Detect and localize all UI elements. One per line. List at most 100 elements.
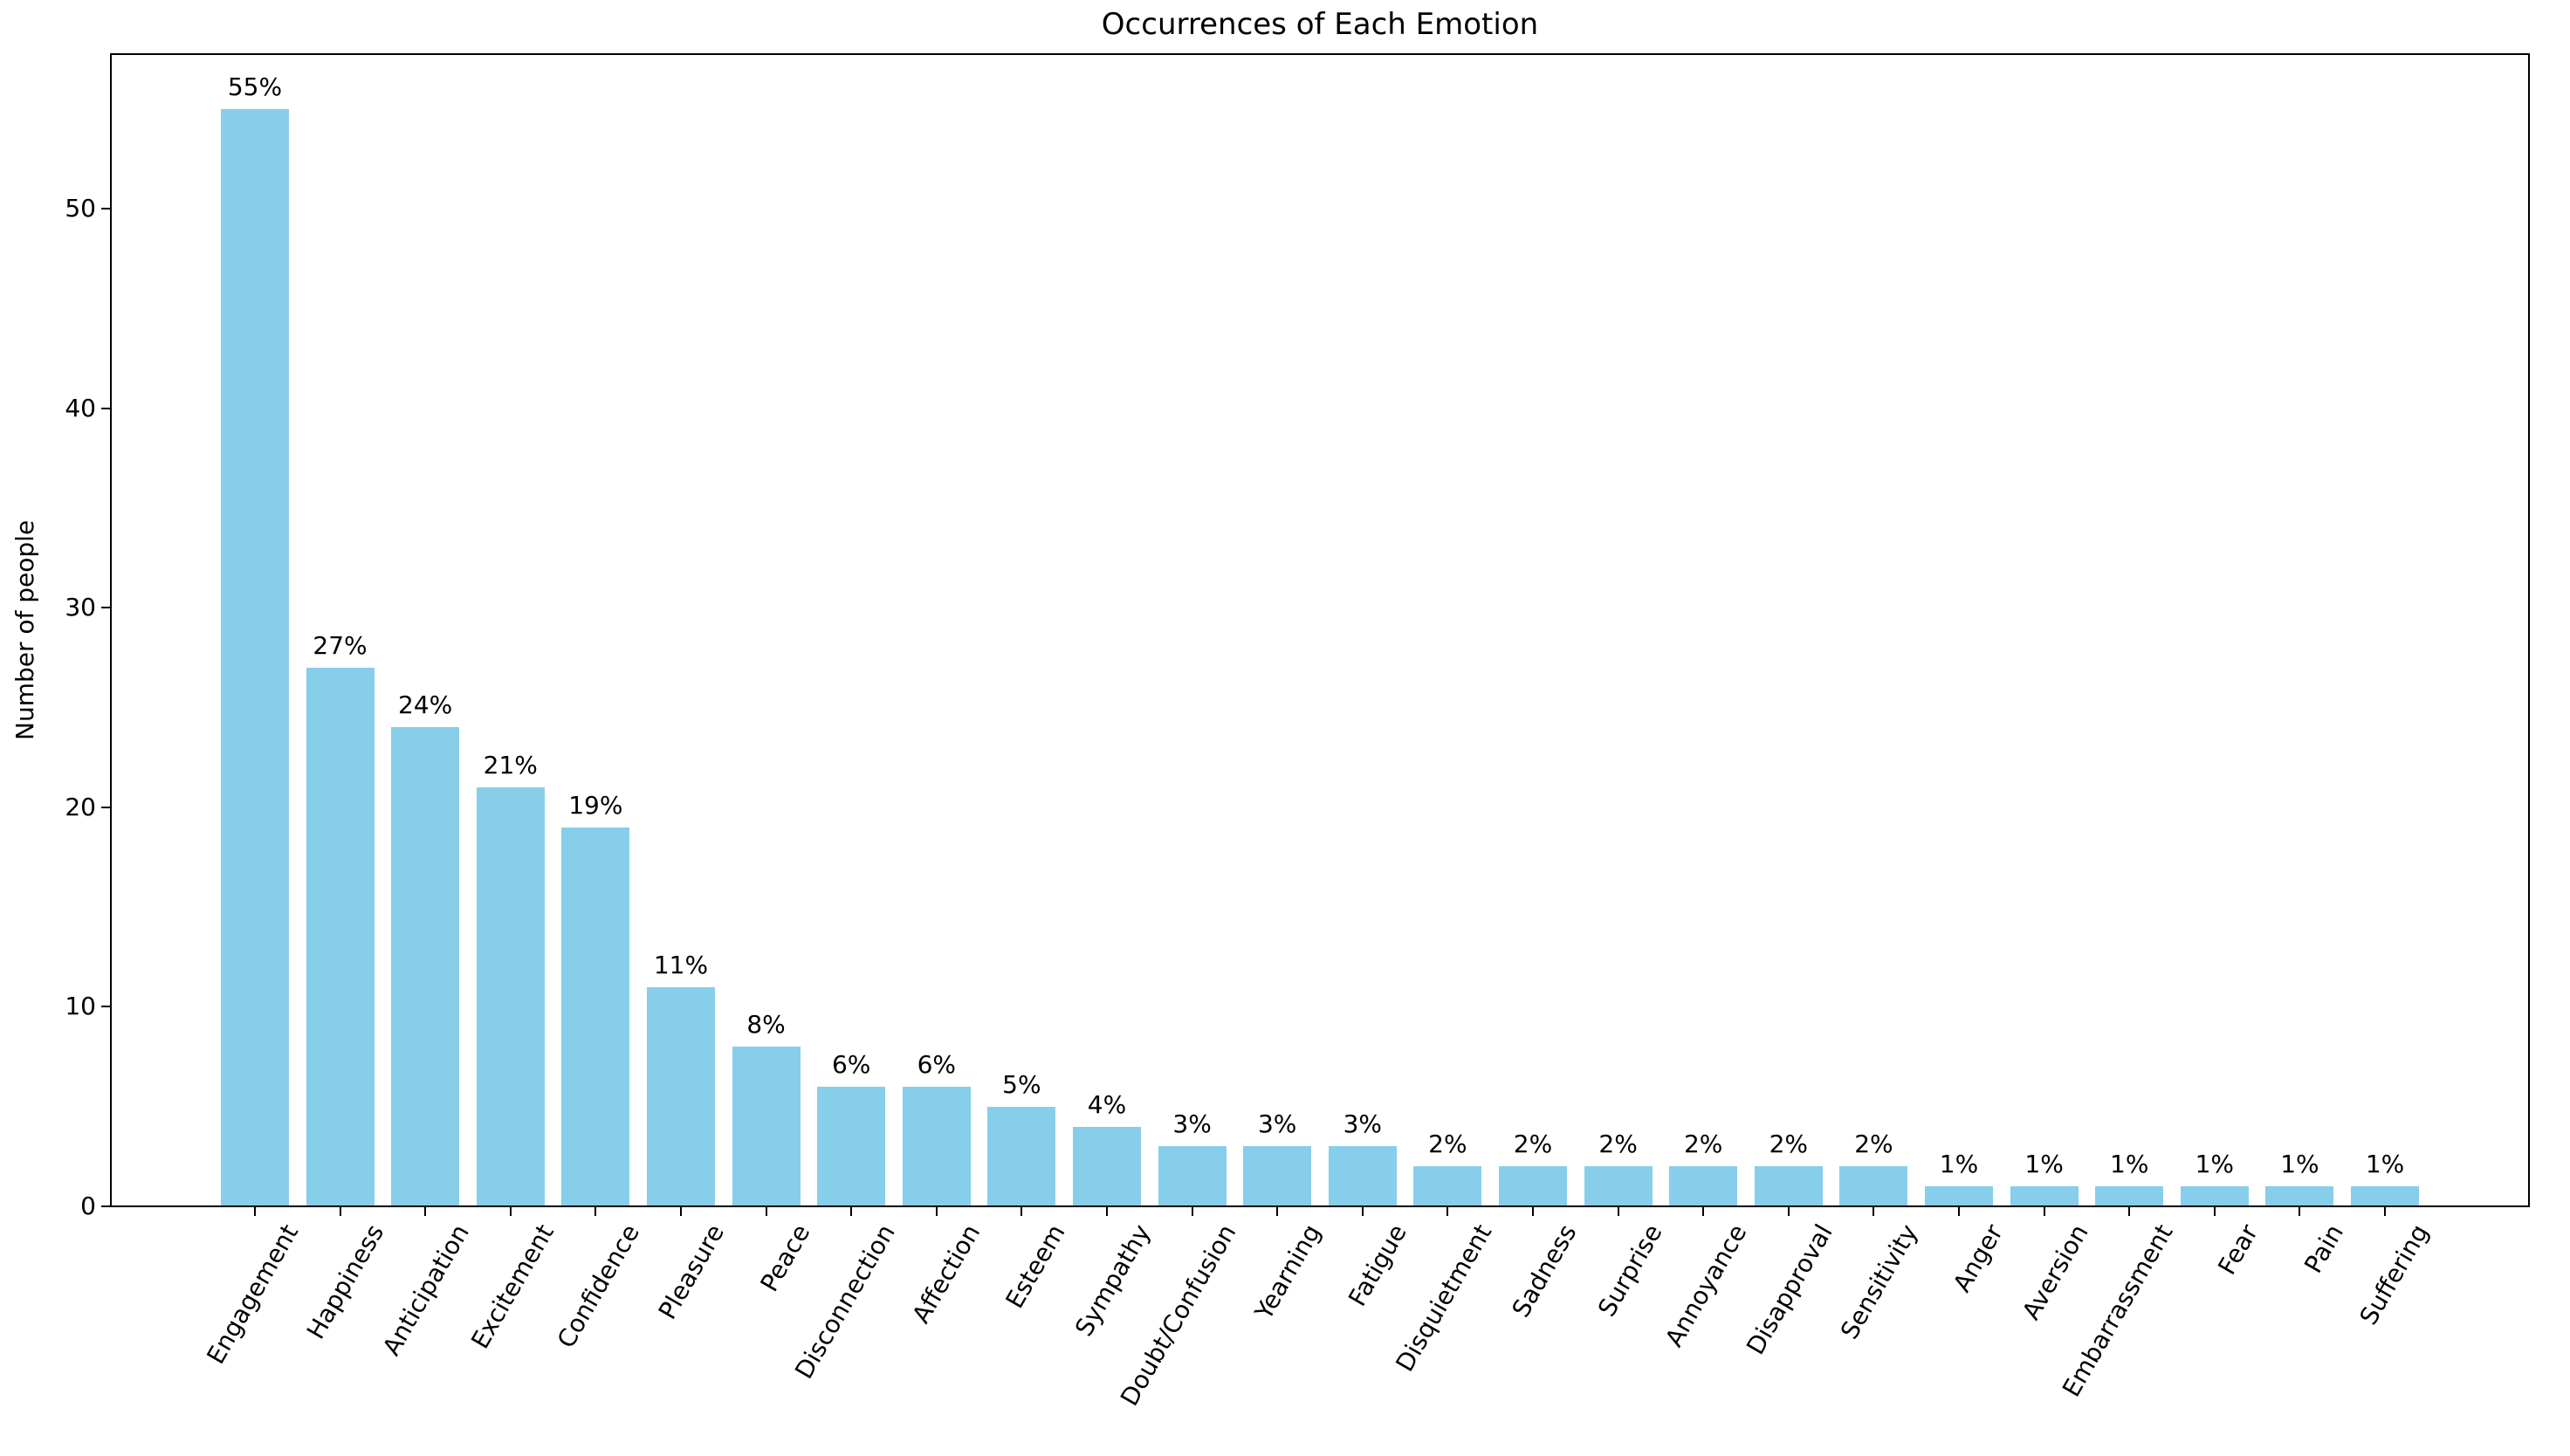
x-tick-mark bbox=[424, 1207, 427, 1216]
bar-value-label: 2% bbox=[1598, 1130, 1638, 1159]
bar bbox=[2351, 1186, 2420, 1206]
bar-value-label: 24% bbox=[398, 690, 453, 720]
y-tick-mark bbox=[101, 407, 110, 409]
x-tick-label: Esteem bbox=[1000, 1219, 1071, 1314]
x-tick-mark bbox=[1532, 1207, 1534, 1216]
x-tick-label: Pain bbox=[2299, 1219, 2350, 1279]
bar-value-label: 1% bbox=[2195, 1150, 2235, 1179]
bar-value-label: 2% bbox=[1854, 1130, 1893, 1159]
bar-value-label: 11% bbox=[653, 950, 709, 979]
bar bbox=[476, 787, 545, 1206]
x-tick-mark bbox=[2299, 1207, 2301, 1216]
bar-value-label: 21% bbox=[483, 751, 538, 780]
x-tick-mark bbox=[509, 1207, 512, 1216]
bar bbox=[987, 1106, 1056, 1206]
y-tick-mark bbox=[101, 208, 110, 210]
x-tick-mark bbox=[1873, 1207, 1875, 1216]
x-tick-mark bbox=[1191, 1207, 1193, 1216]
x-tick-mark bbox=[1702, 1207, 1705, 1216]
y-tick-label: 40 bbox=[65, 393, 96, 422]
x-tick-label: Aversion bbox=[2016, 1219, 2094, 1325]
x-tick-mark bbox=[679, 1207, 682, 1216]
x-tick-mark bbox=[1020, 1207, 1023, 1216]
bar-value-label: 8% bbox=[746, 1010, 786, 1040]
bar bbox=[646, 986, 715, 1206]
x-tick-label: Anger bbox=[1947, 1219, 2009, 1297]
x-tick-mark bbox=[2128, 1207, 2131, 1216]
x-tick-mark bbox=[2384, 1207, 2387, 1216]
bar bbox=[902, 1086, 971, 1206]
x-tick-label: Excitement bbox=[465, 1219, 560, 1354]
x-tick-mark bbox=[2043, 1207, 2045, 1216]
x-tick-mark bbox=[935, 1207, 938, 1216]
bar bbox=[391, 727, 460, 1206]
x-tick-label: Annoyance bbox=[1660, 1219, 1753, 1352]
bar bbox=[1413, 1166, 1482, 1206]
x-tick-label: Sympathy bbox=[1069, 1219, 1157, 1342]
x-tick-label: Pleasure bbox=[653, 1219, 731, 1325]
x-tick-mark bbox=[1787, 1207, 1790, 1216]
bar bbox=[2010, 1186, 2079, 1206]
x-tick-label: Affection bbox=[906, 1219, 986, 1329]
x-tick-mark bbox=[2213, 1207, 2216, 1216]
bar bbox=[1669, 1166, 1738, 1206]
bar-value-label: 2% bbox=[1683, 1130, 1723, 1159]
y-axis-label: Number of people bbox=[10, 519, 39, 741]
x-tick-mark bbox=[1446, 1207, 1449, 1216]
y-tick-mark bbox=[101, 1205, 110, 1207]
bar-value-label: 55% bbox=[227, 72, 283, 101]
x-tick-label: Sensitivity bbox=[1834, 1219, 1924, 1344]
bar-value-label: 1% bbox=[2110, 1150, 2149, 1179]
x-tick-mark bbox=[1276, 1207, 1279, 1216]
bar-value-label: 2% bbox=[1769, 1130, 1809, 1159]
y-tick-mark bbox=[101, 607, 110, 609]
bar bbox=[1754, 1166, 1823, 1206]
bar bbox=[1499, 1166, 1567, 1206]
y-tick-label: 20 bbox=[65, 792, 96, 821]
bar-value-label: 1% bbox=[1939, 1150, 1979, 1179]
x-tick-label: Surprise bbox=[1591, 1219, 1668, 1322]
bar bbox=[1925, 1186, 1994, 1206]
bar bbox=[306, 667, 375, 1206]
bar-value-label: 2% bbox=[1513, 1130, 1553, 1159]
x-tick-mark bbox=[1105, 1207, 1108, 1216]
bar bbox=[1072, 1126, 1141, 1206]
left-spine bbox=[110, 53, 112, 1207]
bar bbox=[1839, 1166, 1908, 1206]
bar-value-label: 3% bbox=[1172, 1109, 1212, 1139]
bar-value-label: 1% bbox=[2365, 1150, 2405, 1179]
x-tick-label: Engagement bbox=[201, 1219, 305, 1370]
x-tick-mark bbox=[765, 1207, 767, 1216]
bar-value-label: 1% bbox=[2280, 1150, 2319, 1179]
bar bbox=[1584, 1166, 1653, 1206]
bar bbox=[817, 1086, 886, 1206]
y-tick-mark bbox=[101, 1006, 110, 1008]
x-tick-label: Sadness bbox=[1506, 1219, 1583, 1322]
bar-value-label: 6% bbox=[917, 1049, 956, 1079]
x-tick-mark bbox=[253, 1207, 256, 1216]
x-tick-mark bbox=[339, 1207, 341, 1216]
x-tick-mark bbox=[1958, 1207, 1961, 1216]
x-tick-label: Fatigue bbox=[1342, 1219, 1412, 1312]
y-tick-label: 30 bbox=[65, 593, 96, 622]
bar-value-label: 2% bbox=[1428, 1130, 1467, 1159]
bar bbox=[2095, 1186, 2164, 1206]
x-tick-label: Yearning bbox=[1249, 1219, 1327, 1325]
bar bbox=[561, 827, 630, 1206]
bar-value-label: 4% bbox=[1087, 1089, 1127, 1119]
bar-value-label: 3% bbox=[1343, 1109, 1382, 1139]
x-tick-mark bbox=[594, 1207, 597, 1216]
bar bbox=[1243, 1146, 1312, 1206]
x-tick-label: Confidence bbox=[551, 1219, 645, 1353]
x-tick-label: Happiness bbox=[300, 1219, 390, 1344]
x-tick-label: Disapproval bbox=[1740, 1219, 1838, 1360]
x-tick-mark bbox=[1361, 1207, 1364, 1216]
bar-value-label: 27% bbox=[313, 630, 368, 660]
bar bbox=[2265, 1186, 2334, 1206]
x-tick-label: Fear bbox=[2212, 1219, 2264, 1280]
chart-title: Occurrences of Each Emotion bbox=[1101, 7, 1539, 42]
x-tick-label: Anticipation bbox=[376, 1219, 475, 1361]
bar-value-label: 5% bbox=[1002, 1069, 1041, 1099]
bar-value-label: 1% bbox=[2024, 1150, 2064, 1179]
